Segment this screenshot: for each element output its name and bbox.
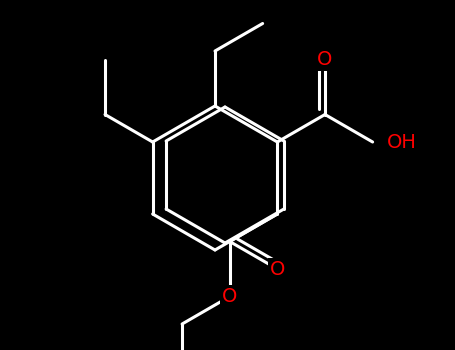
Text: O: O bbox=[317, 50, 333, 69]
Text: OH: OH bbox=[387, 133, 416, 152]
Text: O: O bbox=[270, 259, 285, 279]
Text: O: O bbox=[222, 287, 238, 306]
